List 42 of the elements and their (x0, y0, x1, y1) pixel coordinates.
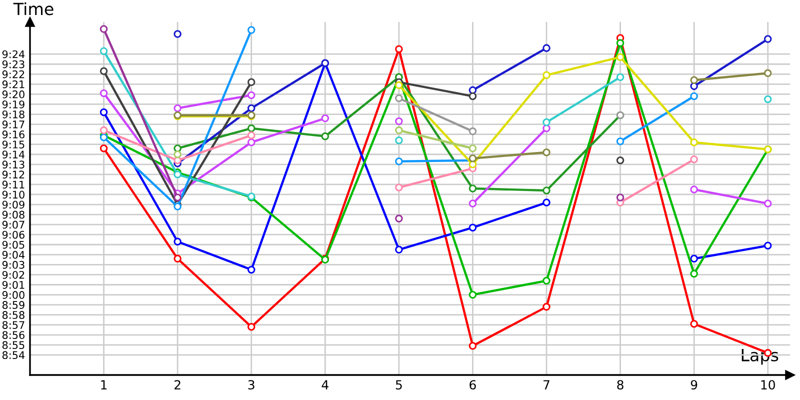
y-tick-label: 9:11 (2, 180, 24, 189)
y-tick-label: 9:08 (2, 210, 24, 219)
y-tick-label: 9:16 (2, 130, 24, 138)
x-tick-label: 4 (322, 380, 328, 390)
x-tick-label: 3 (248, 380, 254, 390)
y-tick-label: 9:22 (2, 70, 24, 78)
y-tick-label: 8:57 (2, 321, 24, 329)
y-tick-label: 9:09 (2, 200, 24, 209)
y-tick-label: 9:21 (2, 80, 24, 88)
x-tick-label: 5 (396, 380, 402, 390)
y-tick-label: 9:20 (2, 90, 24, 98)
y-tick-label: 9:12 (2, 170, 24, 179)
y-tick-label: 9:05 (2, 240, 24, 249)
y-tick-label: 9:10 (2, 190, 24, 199)
x-tick-label: 10 (761, 380, 775, 390)
y-tick-label: 9:01 (2, 280, 24, 289)
y-tick-label: 8:56 (2, 331, 24, 339)
y-tick-label: 9:04 (2, 250, 25, 259)
y-tick-label: 9:18 (2, 110, 24, 118)
y-tick-label: 9:23 (2, 60, 24, 68)
y-tick-label: 9:17 (2, 120, 24, 128)
x-tick-label: 6 (470, 380, 476, 390)
y-tick-label: 9:24 (2, 50, 25, 58)
x-tick-label: 2 (174, 380, 180, 390)
y-tick-label: 8:55 (2, 341, 24, 350)
x-tick-label: 1 (101, 380, 107, 390)
y-axis-title: Time (13, 2, 54, 16)
y-tick-label: 9:19 (2, 100, 24, 108)
y-tick-label: 9:14 (2, 150, 25, 158)
x-tick-label: 7 (544, 380, 550, 390)
y-tick-label: 9:03 (2, 260, 24, 269)
y-tick-label: 9:00 (2, 291, 24, 299)
y-tick-label: 8:58 (2, 311, 24, 319)
y-tick-label: 9:06 (2, 230, 24, 239)
y-tick-label: 8:54 (2, 351, 25, 360)
y-tick-label: 9:15 (2, 140, 24, 148)
x-tick-label: 9 (690, 380, 698, 390)
x-tick-label: 8 (617, 380, 624, 390)
y-tick-label: 9:07 (2, 220, 24, 229)
y-tick-label: 8:59 (2, 301, 24, 309)
y-tick-label: 9:02 (2, 270, 24, 279)
y-tick-label: 9:13 (2, 160, 24, 169)
